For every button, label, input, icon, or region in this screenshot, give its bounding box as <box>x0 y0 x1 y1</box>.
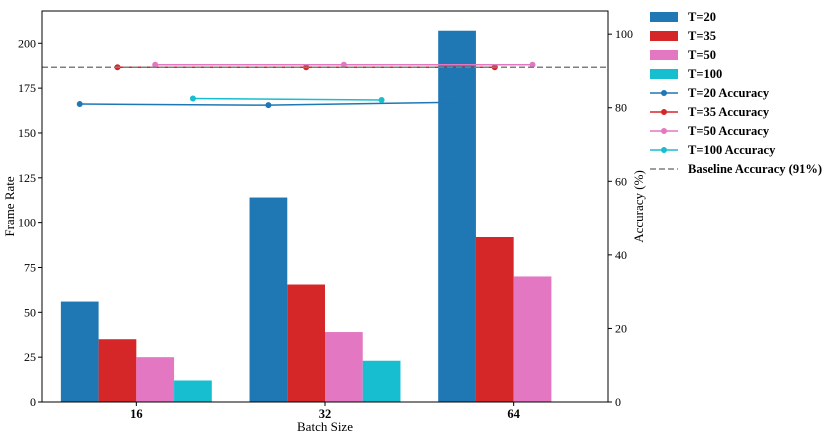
y-tick-label: 175 <box>18 81 36 95</box>
bar-t-20-64 <box>438 30 476 402</box>
y-right-tick-label: 60 <box>615 174 627 188</box>
x-tick-label: 16 <box>130 407 143 421</box>
legend-swatch-t-100 <box>650 69 678 79</box>
legend-label-t-20: T=20 <box>688 10 716 24</box>
bar-t-35-64 <box>475 236 514 402</box>
legend-label-t-50: T=50 <box>688 48 716 62</box>
y-axis-title-left: Frame Rate <box>2 176 17 237</box>
bar-t-100-16 <box>174 380 212 402</box>
y-tick-label: 150 <box>18 126 36 140</box>
legend-label-baseline-accuracy-91-: Baseline Accuracy (91%) <box>688 162 822 176</box>
bar-t-35-32 <box>287 284 325 402</box>
bar-t-50-64 <box>513 276 552 402</box>
legend-marker-t-20-accuracy <box>661 90 667 96</box>
legend-marker-t-35-accuracy <box>661 109 667 115</box>
y-tick-label: 0 <box>30 395 36 409</box>
y-right-tick-label: 100 <box>615 27 633 41</box>
point-t-50-accuracy-64 <box>529 61 536 68</box>
legend-label-t-35-accuracy: T=35 Accuracy <box>688 105 770 119</box>
legend-marker-t-50-accuracy <box>661 128 667 134</box>
y-right-tick-label: 40 <box>615 248 627 262</box>
point-t-100-accuracy-16 <box>189 95 196 102</box>
point-t-50-accuracy-16 <box>152 61 159 68</box>
x-tick-label: 32 <box>319 407 332 421</box>
y-tick-label: 125 <box>18 171 36 185</box>
bar-t-100-32 <box>362 360 401 402</box>
x-axis-title: Batch Size <box>297 419 353 434</box>
plot-area <box>42 30 608 402</box>
legend-swatch-t-50 <box>650 50 678 60</box>
x-tick-label: 64 <box>507 407 520 421</box>
y-tick-label: 200 <box>18 36 36 50</box>
point-t-100-accuracy-32 <box>378 97 385 104</box>
y-tick-label: 75 <box>24 260 36 274</box>
y-right-tick-label: 20 <box>615 321 627 335</box>
y-right-tick-label: 0 <box>615 395 621 409</box>
bar-t-50-16 <box>136 357 175 402</box>
legend-label-t-20-accuracy: T=20 Accuracy <box>688 86 770 100</box>
y-right-tick-label: 80 <box>615 101 627 115</box>
bar-t-50-32 <box>325 332 363 402</box>
bar-t-35-16 <box>98 339 137 402</box>
bar-t-20-16 <box>60 301 99 402</box>
line-t-100-accuracy <box>192 97 382 101</box>
y-tick-label: 25 <box>24 350 36 364</box>
y-tick-label: 100 <box>18 216 36 230</box>
legend-label-t-100: T=100 <box>688 67 722 81</box>
legend-marker-t-100-accuracy <box>661 147 667 153</box>
y-axis-title-right: Accuracy (%) <box>631 170 646 243</box>
y-tick-label: 50 <box>24 305 36 319</box>
legend-label-t-35: T=35 <box>688 29 716 43</box>
point-t-20-accuracy-64 <box>454 99 461 106</box>
legend-swatch-t-20 <box>650 12 678 22</box>
point-t-20-accuracy-32 <box>265 102 272 109</box>
legend-swatch-t-35 <box>650 31 678 41</box>
point-t-50-accuracy-32 <box>340 61 347 68</box>
legend-label-t-100-accuracy: T=100 Accuracy <box>688 143 776 157</box>
legend: T=20 T=35 T=50 T=100 T=20 Accuracy T=35 Accur… <box>650 10 822 176</box>
axes: 0 25 50 75 100 125 150 175 200 0 20 40 60 80 100 16 32 64 <box>18 10 633 421</box>
bar-t-20-32 <box>249 197 288 402</box>
legend-label-t-50-accuracy: T=50 Accuracy <box>688 124 770 138</box>
point-t-20-accuracy-16 <box>76 101 83 108</box>
